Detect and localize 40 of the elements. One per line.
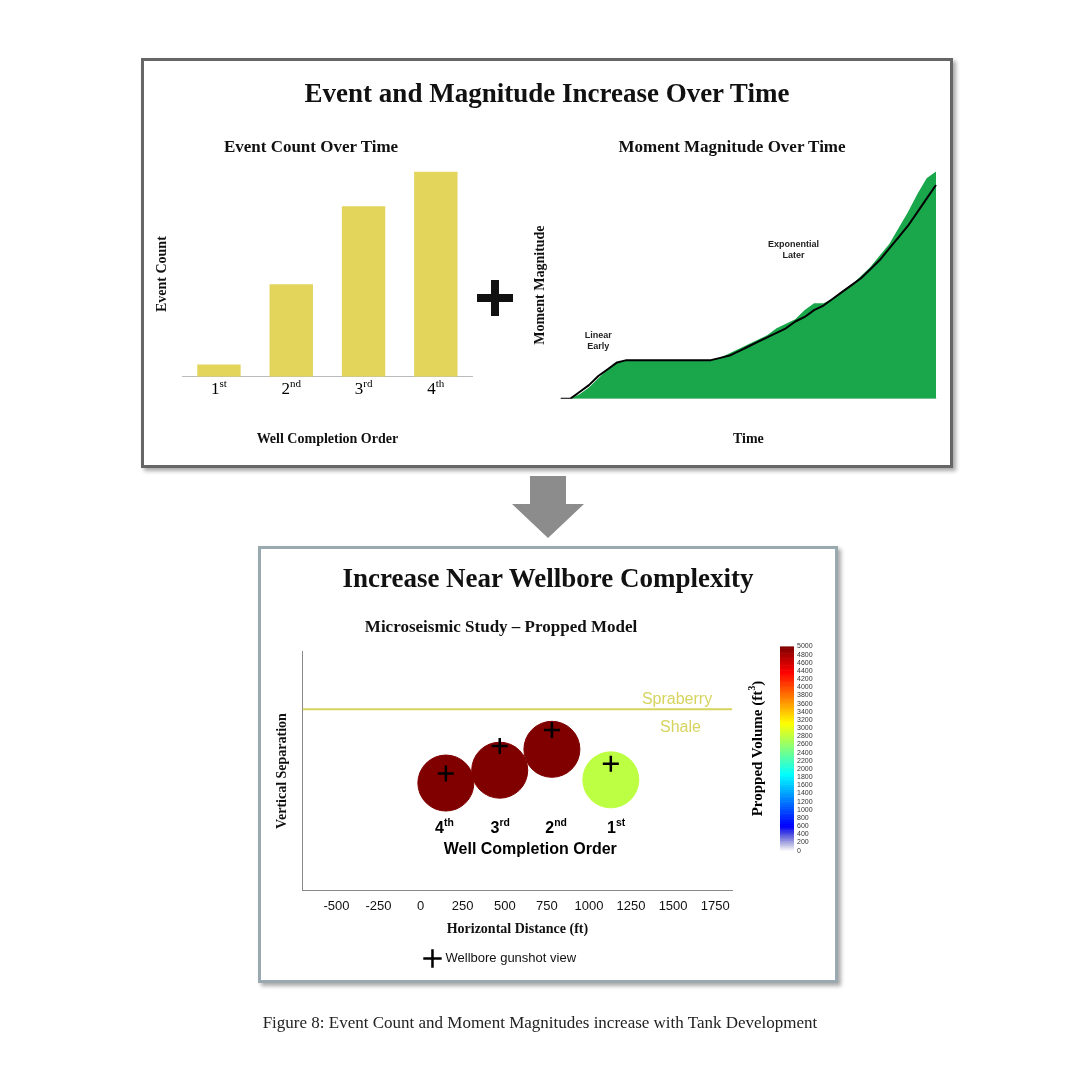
y-axis-title: Event Count <box>154 235 170 313</box>
chart-title: Event Count Over Time <box>223 136 399 156</box>
annotation: Linear Early <box>584 329 613 351</box>
x-tick-label: -500 <box>323 897 350 913</box>
point <box>417 754 475 812</box>
y-axis-title: Moment Magnitude <box>532 225 548 345</box>
bar <box>197 364 241 377</box>
annotation: Shale <box>660 718 702 736</box>
x-tick-label: 0 <box>417 897 425 913</box>
bar <box>269 284 313 377</box>
x-tick-label: 1250 <box>616 897 646 913</box>
chart-title: Microseismic Study – Propped Model <box>364 616 638 636</box>
annotation: Well Completion Order <box>443 840 617 858</box>
ref-line-label: Spraberry <box>641 689 713 707</box>
x-axis-title: Horizontal Distance (ft) <box>446 921 589 938</box>
chart-title: Moment Magnitude Over Time <box>618 136 847 156</box>
point <box>471 741 529 799</box>
text: Increase Near Wellbore Complexity <box>341 563 755 594</box>
point <box>582 751 640 809</box>
x-tick-label: 250 <box>451 897 474 913</box>
color-bar-title: Propped Volume (ft3) <box>746 680 766 817</box>
y-axis-title: Vertical Separation <box>274 712 290 829</box>
x-tick-label: -250 <box>365 897 392 913</box>
bar <box>414 171 458 377</box>
x-axis-title: Time <box>732 431 764 447</box>
x-tick-label: 500 <box>493 897 516 913</box>
x-tick-label: 750 <box>536 897 558 913</box>
x-axis-title: Well Completion Order <box>256 431 399 447</box>
legend-label: Wellbore gunshot view <box>445 950 577 966</box>
bar <box>341 206 386 377</box>
x-tick-label: 1000 <box>574 897 604 913</box>
point <box>601 754 621 774</box>
point <box>542 720 562 740</box>
text: Event and Magnitude Increase Over Time <box>303 78 791 109</box>
annotation: Exponential Later <box>767 238 819 260</box>
x-tick-label: 1750 <box>700 897 730 913</box>
point <box>523 720 581 778</box>
point <box>490 736 509 756</box>
caption: Figure 8: Event Count and Moment Magnitudes increase with Tank Development <box>261 1013 819 1033</box>
x-tick-label: 1500 <box>658 897 688 913</box>
